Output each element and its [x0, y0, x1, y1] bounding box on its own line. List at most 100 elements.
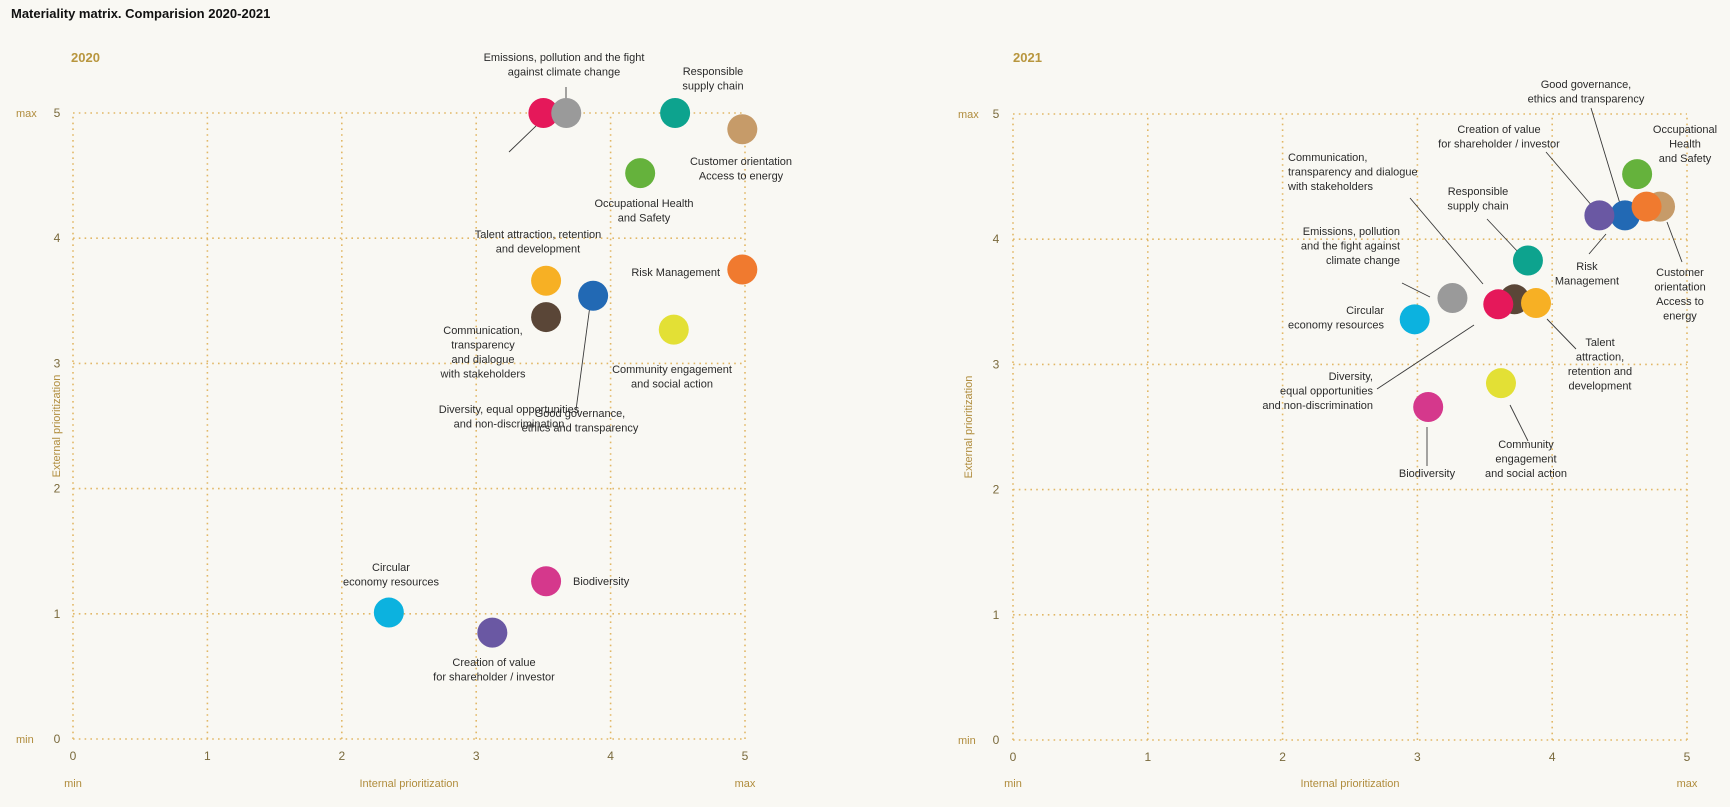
data-point [660, 98, 691, 128]
x-tick-label: 0 [70, 749, 77, 763]
data-point [625, 158, 656, 189]
leader-line [1666, 221, 1683, 263]
data-label: Emissions, pollution and the fight agains… [1301, 226, 1400, 267]
data-label: Communication, transparency and dialogue w… [1287, 152, 1418, 193]
leader-line [575, 297, 592, 411]
data-label: Risk Management [1555, 261, 1619, 288]
data-label: Biodiversity [1399, 468, 1456, 480]
y-max-label: max [16, 108, 37, 120]
data-point [1483, 289, 1514, 320]
data-point [1584, 200, 1615, 231]
data-point [373, 597, 404, 628]
data-point [531, 265, 562, 296]
x-min-label: min [1004, 778, 1022, 790]
x-tick-label: 1 [1144, 750, 1151, 764]
y-tick-label: 5 [54, 106, 61, 120]
y-axis-label: External prioritization [51, 375, 63, 478]
x-tick-label: 1 [204, 749, 211, 763]
y-min-label: min [958, 735, 976, 747]
x-max-label: max [735, 778, 756, 790]
chart-2021: 2021 0 1 2 3 4 5 0 1 2 3 4 5 min max max min Internal pri… [958, 50, 1717, 790]
data-label: Circular economy resources [1288, 305, 1384, 332]
data-point [531, 566, 562, 597]
y-tick-label: 1 [993, 608, 1000, 622]
leader-line [1546, 318, 1577, 350]
x-tick-label: 4 [607, 749, 614, 763]
leader-line [1409, 197, 1484, 285]
x-tick-label: 0 [1010, 750, 1017, 764]
data-point [551, 98, 582, 128]
chart-title: 2021 [1013, 50, 1042, 65]
y-tick-label: 3 [993, 357, 1000, 371]
x-min-label: min [64, 778, 82, 790]
x-tick-label: 2 [1279, 750, 1286, 764]
data-point [1413, 391, 1444, 422]
y-tick-label: 0 [54, 732, 61, 746]
leader-line [1590, 107, 1622, 208]
data-point [1399, 304, 1430, 335]
x-max-label: max [1677, 778, 1698, 790]
y-tick-label: 2 [54, 482, 61, 496]
page-title: Materiality matrix. Comparision 2020-202… [11, 6, 271, 21]
data-point [578, 280, 609, 311]
y-tick-label: 2 [993, 483, 1000, 497]
x-axis-label: Internal prioritization [359, 778, 458, 790]
data-point [531, 302, 562, 333]
data-label: Good governance, ethics and transparency [522, 408, 639, 435]
data-label: Responsible supply chain [682, 66, 743, 93]
data-label: Good governance, ethics and transparency [1528, 79, 1645, 106]
data-label: Talent attraction, retention and developm… [475, 229, 602, 256]
data-point [1512, 245, 1543, 276]
y-tick-label: 0 [993, 733, 1000, 747]
data-label: Communication, transparency and dialogue wi… [440, 325, 526, 381]
chart-title: 2020 [71, 50, 100, 65]
data-point [1437, 283, 1468, 314]
data-label: Occupational Health and Safety [594, 198, 693, 225]
data-label: Creation of value for shareholder / inves… [433, 657, 555, 684]
leader-line [508, 125, 537, 153]
data-point [1622, 159, 1653, 190]
data-label: Emissions, pollution and the fight agains… [484, 52, 645, 79]
data-label: Risk Management [631, 267, 720, 279]
data-label: Occupational Health and Safety [1653, 124, 1717, 165]
x-tick-label: 5 [742, 749, 749, 763]
data-label: Creation of value for shareholder / inves… [1438, 124, 1560, 151]
data-label: Community engagement and social action [1485, 439, 1567, 480]
leader-line [1401, 282, 1431, 298]
data-label: Biodiversity [573, 576, 630, 588]
data-point [1521, 288, 1552, 319]
data-label: Diversity, equal opportunities and non-di… [439, 404, 580, 431]
y-min-label: min [16, 734, 34, 746]
x-axis-label: Internal prioritization [1300, 778, 1399, 790]
data-label: Customer orientation Access to energy [690, 156, 792, 183]
data-point [727, 254, 758, 285]
data-point [477, 617, 508, 648]
y-tick-label: 3 [54, 356, 61, 370]
leader-line [1486, 218, 1520, 254]
data-label: Diversity, equal opportunities and non-dis… [1262, 371, 1373, 412]
y-tick-label: 4 [993, 232, 1000, 246]
data-point [1631, 191, 1662, 222]
leader-line [1509, 404, 1529, 442]
data-point [528, 98, 559, 128]
data-label: Community engagement and social action [612, 364, 732, 391]
data-point [727, 114, 758, 145]
y-max-label: max [958, 109, 979, 121]
leader-line [1588, 233, 1607, 255]
y-tick-label: 5 [993, 107, 1000, 121]
x-tick-label: 3 [473, 749, 480, 763]
data-label: Talent attraction, retention and developmen… [1568, 337, 1632, 393]
y-axis-label: External prioritization [963, 376, 975, 479]
x-tick-label: 2 [338, 749, 345, 763]
data-label: Customer orientation Access to energy [1654, 267, 1705, 323]
x-tick-label: 5 [1684, 750, 1691, 764]
x-tick-label: 4 [1549, 750, 1556, 764]
y-tick-label: 1 [54, 607, 61, 621]
chart-2020: 2020 0 1 2 3 4 5 0 1 2 3 4 5 min max max min Internal pri… [16, 50, 792, 790]
y-tick-label: 4 [54, 231, 61, 245]
data-point [1485, 368, 1516, 399]
data-label: Responsible supply chain [1447, 186, 1508, 213]
leader-line [1376, 324, 1475, 390]
x-tick-label: 3 [1414, 750, 1421, 764]
